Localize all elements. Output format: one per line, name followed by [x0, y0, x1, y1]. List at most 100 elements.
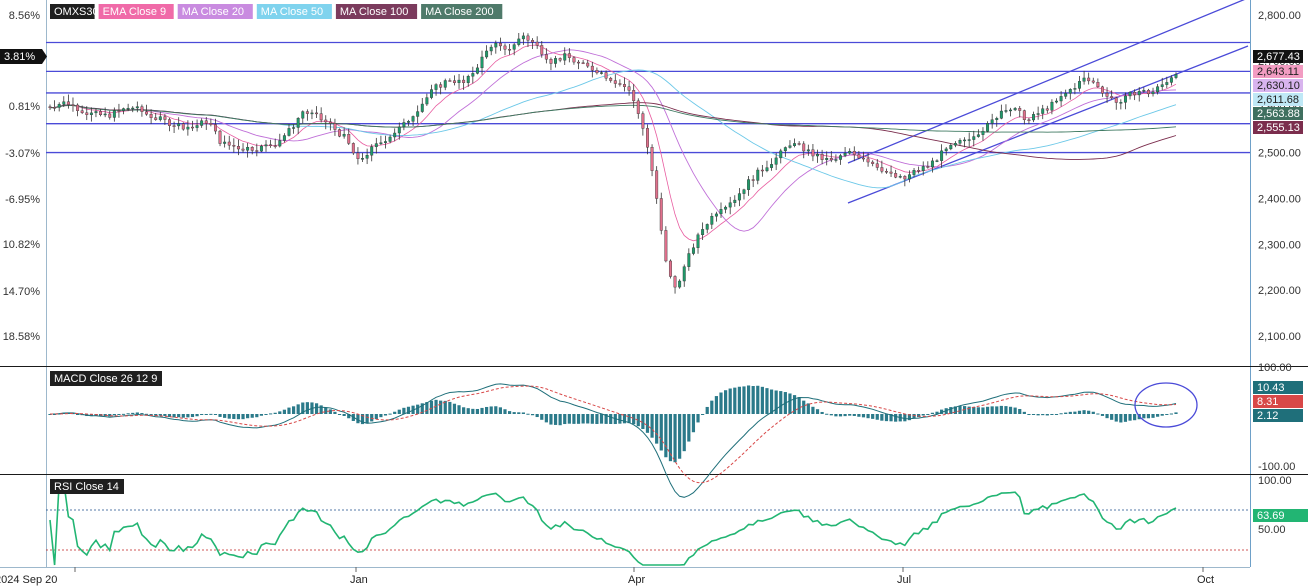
macd-histogram-bar [719, 392, 723, 414]
ema9-line [50, 44, 1177, 242]
macd-histogram-bar [733, 387, 737, 414]
macd-histogram-bar [852, 414, 856, 416]
macd-histogram-bar [1165, 414, 1169, 415]
candle-body [186, 126, 190, 130]
candle-body [664, 230, 668, 262]
macd-histogram-bar [834, 414, 838, 417]
macd-histogram-bar [1160, 414, 1164, 416]
legend-label: OMXS30 [54, 6, 99, 18]
macd-histogram-bar [177, 414, 181, 418]
macd-histogram-bar [848, 414, 852, 416]
macd-histogram-bar [425, 402, 429, 414]
macd-histogram-bar [641, 414, 645, 430]
candle-body [590, 65, 594, 71]
macd-histogram-bar [544, 414, 548, 423]
candle-body [462, 79, 466, 83]
macd-histogram-bar [269, 413, 273, 415]
candle-body [269, 144, 273, 146]
candle-body [397, 126, 401, 134]
candle-body [600, 72, 603, 74]
candle-body [958, 140, 962, 144]
candle-body [508, 48, 512, 51]
candle-body [843, 153, 847, 156]
candle-body [177, 123, 181, 127]
candle-body [618, 83, 622, 85]
legend-chip [421, 4, 503, 19]
macd-histogram-bar [586, 414, 590, 424]
candle-body [857, 154, 861, 159]
macd-histogram-bar [760, 386, 764, 414]
price-pane[interactable] [46, 0, 1250, 294]
candle-body [668, 260, 672, 277]
rsi-pane[interactable]: RSI Close 14 100.00 50.00 63.69 [46, 475, 1308, 566]
candle-body [85, 112, 89, 115]
macd-histogram-bar [820, 411, 824, 414]
candle-body [999, 110, 1003, 119]
macd-histogram-bar [512, 412, 516, 414]
candle-body [328, 121, 332, 124]
candle-body [236, 146, 240, 150]
candle-body [452, 80, 456, 83]
price-tick-label: 2,300.00 [1258, 239, 1301, 251]
macd-histogram-bar [337, 414, 342, 415]
macd-histogram-bar [305, 402, 309, 414]
candle-body [1045, 108, 1049, 111]
candle-body [172, 125, 176, 127]
candle-body [986, 123, 990, 132]
candle-body [742, 189, 746, 194]
candle-body [1059, 96, 1063, 102]
macd-badge-text: 8.31 [1257, 396, 1278, 408]
macd-histogram-bar [1073, 411, 1077, 414]
macd-histogram-bar [416, 404, 420, 414]
candle-body [701, 229, 705, 236]
macd-histogram-bar [967, 406, 971, 414]
macd-histogram-bar [691, 414, 696, 433]
candle-body [1050, 101, 1054, 111]
current-pct-badge [0, 49, 42, 64]
macd-histogram-bar [507, 411, 512, 414]
candle-body [581, 62, 585, 64]
candle-body [714, 213, 718, 217]
candle-body [448, 80, 452, 82]
candle-body [1165, 82, 1169, 85]
candle-body [1169, 77, 1173, 83]
macd-histogram-bar [995, 406, 999, 414]
macd-histogram-bar [167, 414, 172, 418]
pct-tick-label: 18.58% [3, 331, 41, 343]
macd-histogram-bar [618, 414, 622, 424]
macd-histogram-bar [190, 414, 195, 418]
macd-histogram-bar [636, 414, 640, 427]
value-badge-text: 2,563.88 [1257, 108, 1300, 120]
candle-body [319, 113, 323, 121]
macd-histogram-bar [204, 414, 208, 415]
candle-body [636, 100, 640, 114]
macd-histogram-bar [1045, 414, 1049, 416]
macd-histogram-bar [981, 407, 985, 414]
macd-histogram-bar [195, 414, 199, 417]
macd-histogram-bar [489, 406, 493, 414]
macd-histogram-bar [75, 414, 80, 415]
macd-pane[interactable]: MACD Close 26 12 9 -100.00 10.43 8.31 2.12 [48, 371, 1303, 498]
candle-body [852, 150, 856, 155]
candle-body [733, 199, 737, 203]
macd-histogram-bar [1133, 414, 1137, 421]
candle-body [953, 143, 957, 146]
macd-histogram-bar [379, 414, 383, 418]
candle-body [728, 202, 732, 208]
candle-body [613, 80, 617, 84]
candle-body [719, 209, 723, 215]
macd-histogram-bar [232, 414, 236, 419]
candle-body [797, 143, 801, 145]
macd-histogram-bar [572, 414, 576, 424]
candle-body [1105, 93, 1109, 97]
macd-histogram-bar [668, 414, 673, 462]
candle-body [976, 134, 980, 137]
candle-body [250, 146, 254, 151]
macd-histogram-bar [448, 401, 452, 414]
candle-body [1114, 97, 1118, 103]
macd-histogram-bar [678, 414, 682, 459]
macd-histogram-bar [792, 395, 797, 414]
candle-body [117, 110, 121, 112]
candle-body [1055, 100, 1058, 103]
macd-histogram-bar [875, 414, 879, 420]
